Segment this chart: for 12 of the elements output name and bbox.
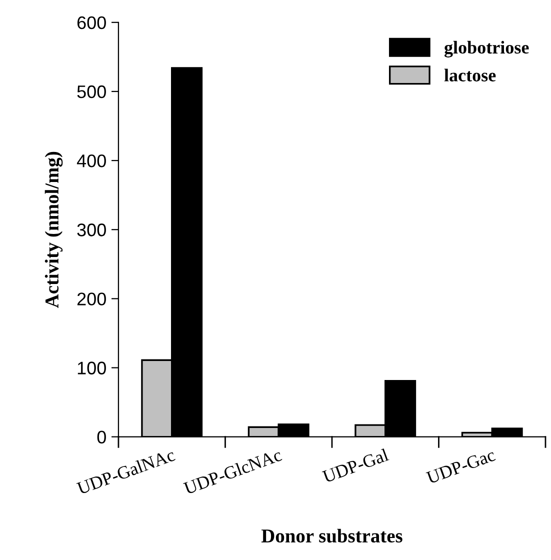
y-tick-label: 500 <box>77 85 106 98</box>
legend-label: globotriose <box>444 40 529 58</box>
y-tick-label: 400 <box>76 154 106 168</box>
y-tick-label: 200 <box>77 292 106 306</box>
x-axis-title: Donor substrates <box>261 528 402 543</box>
y-tick-label: 600 <box>77 16 106 30</box>
y-tick-label: 0 <box>97 430 106 444</box>
y-axis-title: Activity (nmol/mg) <box>44 152 63 308</box>
y-tick-label: 100 <box>78 362 106 374</box>
x-tick-label: UDP-Gac <box>426 448 496 484</box>
y-tick-label: 300 <box>77 224 106 236</box>
legend-label: lactose <box>444 68 496 82</box>
